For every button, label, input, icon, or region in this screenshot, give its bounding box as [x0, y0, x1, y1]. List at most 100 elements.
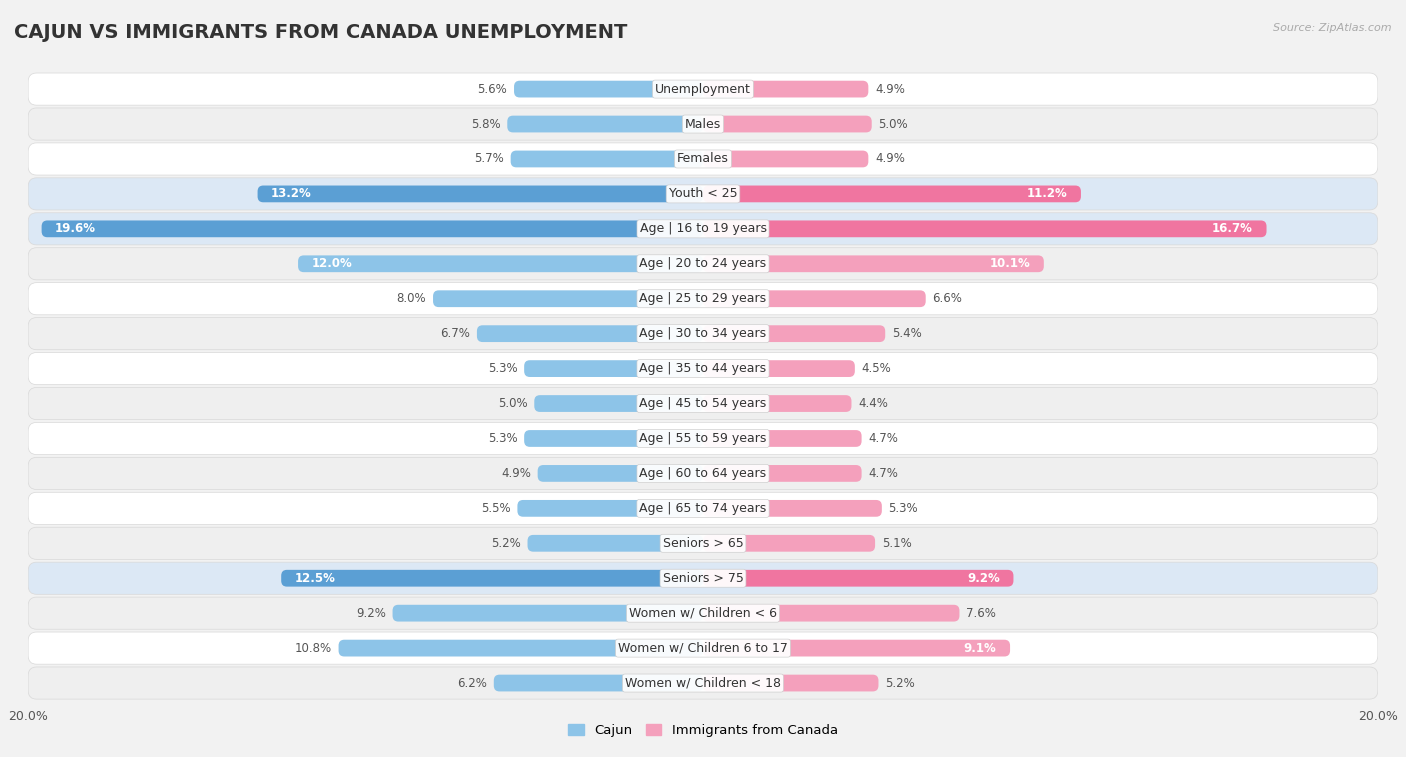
FancyBboxPatch shape — [28, 213, 1378, 245]
Text: Unemployment: Unemployment — [655, 83, 751, 95]
Text: 5.6%: 5.6% — [478, 83, 508, 95]
FancyBboxPatch shape — [703, 360, 855, 377]
Text: 13.2%: 13.2% — [271, 188, 312, 201]
Text: 5.7%: 5.7% — [474, 152, 503, 166]
FancyBboxPatch shape — [703, 291, 925, 307]
Text: 5.3%: 5.3% — [889, 502, 918, 515]
Text: 6.7%: 6.7% — [440, 327, 470, 340]
FancyBboxPatch shape — [524, 430, 703, 447]
Text: Age | 30 to 34 years: Age | 30 to 34 years — [640, 327, 766, 340]
Text: Males: Males — [685, 117, 721, 130]
Text: 9.1%: 9.1% — [965, 642, 997, 655]
Text: Females: Females — [678, 152, 728, 166]
FancyBboxPatch shape — [534, 395, 703, 412]
FancyBboxPatch shape — [703, 535, 875, 552]
FancyBboxPatch shape — [517, 500, 703, 517]
Text: Age | 35 to 44 years: Age | 35 to 44 years — [640, 362, 766, 375]
Text: 5.2%: 5.2% — [886, 677, 915, 690]
FancyBboxPatch shape — [703, 81, 869, 98]
Text: 7.6%: 7.6% — [966, 606, 995, 620]
FancyBboxPatch shape — [257, 185, 703, 202]
FancyBboxPatch shape — [392, 605, 703, 621]
FancyBboxPatch shape — [703, 326, 886, 342]
FancyBboxPatch shape — [28, 353, 1378, 385]
Text: 12.0%: 12.0% — [312, 257, 353, 270]
FancyBboxPatch shape — [28, 597, 1378, 629]
FancyBboxPatch shape — [28, 248, 1378, 280]
Text: 4.7%: 4.7% — [869, 467, 898, 480]
Text: Age | 55 to 59 years: Age | 55 to 59 years — [640, 432, 766, 445]
FancyBboxPatch shape — [28, 143, 1378, 175]
FancyBboxPatch shape — [515, 81, 703, 98]
FancyBboxPatch shape — [28, 73, 1378, 105]
FancyBboxPatch shape — [703, 151, 869, 167]
FancyBboxPatch shape — [508, 116, 703, 132]
FancyBboxPatch shape — [28, 667, 1378, 699]
FancyBboxPatch shape — [28, 318, 1378, 350]
FancyBboxPatch shape — [494, 674, 703, 691]
Text: 9.2%: 9.2% — [967, 572, 1000, 584]
Text: 4.4%: 4.4% — [858, 397, 889, 410]
Text: CAJUN VS IMMIGRANTS FROM CANADA UNEMPLOYMENT: CAJUN VS IMMIGRANTS FROM CANADA UNEMPLOY… — [14, 23, 627, 42]
Text: Age | 20 to 24 years: Age | 20 to 24 years — [640, 257, 766, 270]
FancyBboxPatch shape — [28, 492, 1378, 525]
FancyBboxPatch shape — [703, 605, 959, 621]
Text: 4.5%: 4.5% — [862, 362, 891, 375]
FancyBboxPatch shape — [703, 570, 1014, 587]
FancyBboxPatch shape — [703, 640, 1010, 656]
Text: 5.3%: 5.3% — [488, 432, 517, 445]
Text: 6.6%: 6.6% — [932, 292, 962, 305]
Text: Seniors > 65: Seniors > 65 — [662, 537, 744, 550]
Text: 5.5%: 5.5% — [481, 502, 510, 515]
FancyBboxPatch shape — [339, 640, 703, 656]
Text: 4.9%: 4.9% — [875, 83, 905, 95]
FancyBboxPatch shape — [477, 326, 703, 342]
FancyBboxPatch shape — [703, 220, 1267, 237]
FancyBboxPatch shape — [524, 360, 703, 377]
Text: 5.4%: 5.4% — [891, 327, 922, 340]
Legend: Cajun, Immigrants from Canada: Cajun, Immigrants from Canada — [562, 718, 844, 742]
Text: 19.6%: 19.6% — [55, 223, 96, 235]
Text: Age | 25 to 29 years: Age | 25 to 29 years — [640, 292, 766, 305]
Text: 5.0%: 5.0% — [879, 117, 908, 130]
Text: 6.2%: 6.2% — [457, 677, 486, 690]
Text: 5.8%: 5.8% — [471, 117, 501, 130]
Text: 8.0%: 8.0% — [396, 292, 426, 305]
Text: 5.2%: 5.2% — [491, 537, 520, 550]
Text: 4.7%: 4.7% — [869, 432, 898, 445]
Text: 9.2%: 9.2% — [356, 606, 385, 620]
Text: 4.9%: 4.9% — [501, 467, 531, 480]
Text: 12.5%: 12.5% — [295, 572, 336, 584]
Text: Source: ZipAtlas.com: Source: ZipAtlas.com — [1274, 23, 1392, 33]
Text: 11.2%: 11.2% — [1026, 188, 1067, 201]
FancyBboxPatch shape — [281, 570, 703, 587]
FancyBboxPatch shape — [703, 430, 862, 447]
FancyBboxPatch shape — [703, 255, 1043, 273]
FancyBboxPatch shape — [433, 291, 703, 307]
FancyBboxPatch shape — [703, 185, 1081, 202]
Text: Age | 60 to 64 years: Age | 60 to 64 years — [640, 467, 766, 480]
Text: 5.3%: 5.3% — [488, 362, 517, 375]
FancyBboxPatch shape — [28, 388, 1378, 419]
Text: 10.1%: 10.1% — [990, 257, 1031, 270]
Text: Age | 16 to 19 years: Age | 16 to 19 years — [640, 223, 766, 235]
FancyBboxPatch shape — [28, 562, 1378, 594]
FancyBboxPatch shape — [298, 255, 703, 273]
FancyBboxPatch shape — [703, 674, 879, 691]
FancyBboxPatch shape — [28, 108, 1378, 140]
Text: 4.9%: 4.9% — [875, 152, 905, 166]
FancyBboxPatch shape — [527, 535, 703, 552]
FancyBboxPatch shape — [28, 422, 1378, 454]
FancyBboxPatch shape — [42, 220, 703, 237]
Text: Age | 65 to 74 years: Age | 65 to 74 years — [640, 502, 766, 515]
FancyBboxPatch shape — [28, 178, 1378, 210]
Text: Women w/ Children < 6: Women w/ Children < 6 — [628, 606, 778, 620]
Text: 5.0%: 5.0% — [498, 397, 527, 410]
FancyBboxPatch shape — [703, 116, 872, 132]
Text: Women w/ Children < 18: Women w/ Children < 18 — [626, 677, 780, 690]
FancyBboxPatch shape — [28, 282, 1378, 315]
Text: 10.8%: 10.8% — [295, 642, 332, 655]
FancyBboxPatch shape — [703, 465, 862, 481]
Text: Youth < 25: Youth < 25 — [669, 188, 737, 201]
FancyBboxPatch shape — [28, 632, 1378, 664]
